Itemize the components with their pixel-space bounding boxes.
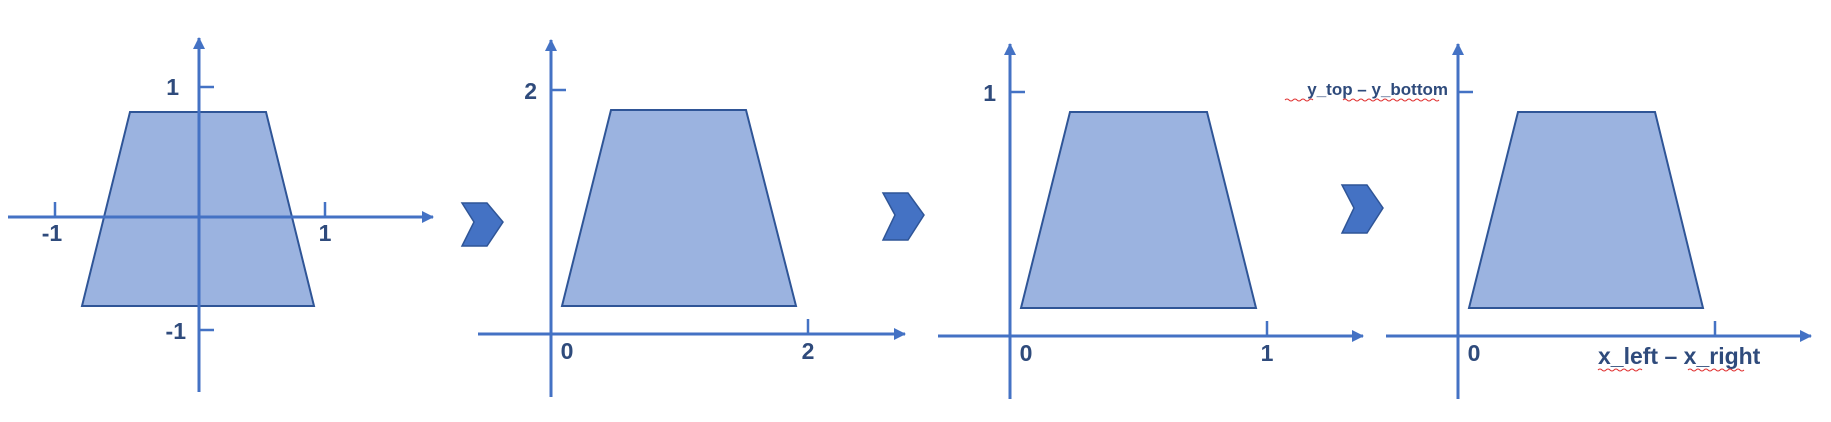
origin-label: 0 <box>561 338 574 364</box>
x-label-right: 2 <box>802 338 815 364</box>
y-label-bottom: -1 <box>166 318 187 344</box>
y-label-top: 1 <box>166 74 179 100</box>
trapezoid-shape <box>1467 111 1705 309</box>
origin-label: 0 <box>1020 340 1033 366</box>
x-label-left: -1 <box>42 220 63 246</box>
spellcheck-underline-x <box>1597 368 1745 372</box>
y-label-top: 1 <box>983 80 996 106</box>
trapezoid-shape <box>1019 111 1258 309</box>
origin-label: 0 <box>1468 340 1481 366</box>
chevron-arrow-2 <box>881 192 925 241</box>
spellcheck-underline-y <box>1284 98 1440 102</box>
trapezoid-shape <box>560 109 798 307</box>
panel-3: 1 0 1 <box>938 43 1364 399</box>
y-label-top: 2 <box>524 78 537 104</box>
panel-2: 2 0 2 <box>478 39 906 397</box>
panel-4: y_top – y_bottom 0 x_left – x_right <box>1284 43 1812 399</box>
chevron-arrow-3 <box>1340 184 1384 234</box>
panel-1: 1 -1 -1 1 <box>8 37 434 392</box>
y-label-top: y_top – y_bottom <box>1307 80 1448 99</box>
chevron-arrow-1 <box>460 202 504 247</box>
x-label-right: 1 <box>319 220 332 246</box>
x-label-right: 1 <box>1261 340 1274 366</box>
x-label-right: x_left – x_right <box>1598 343 1761 369</box>
